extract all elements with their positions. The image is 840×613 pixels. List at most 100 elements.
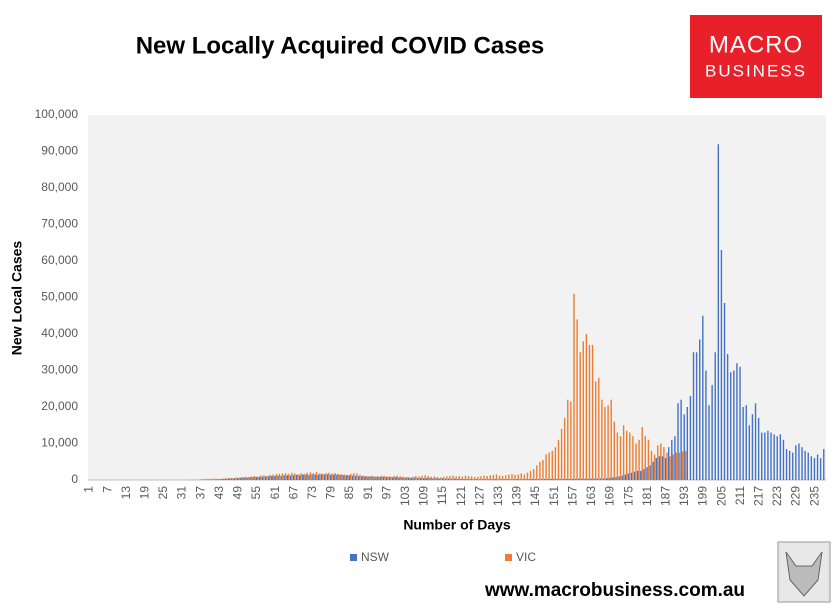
legend-label: NSW xyxy=(361,550,390,564)
bar xyxy=(542,459,544,480)
bar xyxy=(492,474,495,480)
bar xyxy=(711,385,713,480)
x-tick-label: 43 xyxy=(212,486,226,500)
bar xyxy=(232,477,234,480)
bar xyxy=(289,475,292,480)
bar xyxy=(520,473,522,480)
bar xyxy=(684,450,687,480)
bar xyxy=(340,474,343,480)
bar xyxy=(401,477,403,480)
bar xyxy=(475,479,478,480)
bar xyxy=(215,479,217,480)
bar xyxy=(681,451,684,480)
bar xyxy=(305,474,307,480)
bar xyxy=(346,474,349,480)
bar xyxy=(739,366,741,480)
bar xyxy=(619,436,622,480)
bar xyxy=(224,478,226,480)
bar xyxy=(525,479,527,480)
bar xyxy=(702,315,704,480)
bar xyxy=(283,475,285,480)
bar xyxy=(438,478,440,480)
logo-text: MACRO xyxy=(709,31,803,58)
legend-label: VIC xyxy=(516,550,536,564)
bar xyxy=(261,476,264,480)
bar xyxy=(449,475,451,480)
bar xyxy=(562,478,564,480)
bar xyxy=(277,475,279,480)
bar xyxy=(302,474,304,480)
bar xyxy=(253,475,256,480)
bar xyxy=(460,478,462,480)
bar xyxy=(225,478,228,480)
x-tick-label: 1 xyxy=(82,486,96,493)
bar xyxy=(624,474,626,480)
y-tick-label: 20,000 xyxy=(41,399,78,413)
bar xyxy=(258,476,261,480)
bar xyxy=(663,447,665,480)
chart-title: New Locally Acquired COVID Cases xyxy=(136,32,545,59)
bar xyxy=(387,476,389,480)
bar xyxy=(424,475,426,480)
x-tick-label: 217 xyxy=(752,486,766,506)
bar xyxy=(587,478,589,480)
bar xyxy=(764,432,766,480)
bar xyxy=(514,474,516,480)
x-tick-label: 139 xyxy=(510,486,524,506)
bar xyxy=(337,473,340,480)
y-tick-label: 40,000 xyxy=(41,326,78,340)
bar xyxy=(306,472,309,480)
bar xyxy=(412,476,414,480)
bar xyxy=(413,477,416,480)
bar xyxy=(213,478,215,480)
bar xyxy=(323,474,326,480)
bar xyxy=(708,405,710,480)
bar xyxy=(584,478,586,480)
bar xyxy=(314,474,316,480)
bar xyxy=(630,472,633,480)
bar xyxy=(275,474,277,480)
bar xyxy=(368,476,371,480)
bar xyxy=(537,478,540,480)
bar xyxy=(336,474,338,480)
bar xyxy=(309,472,312,480)
bar xyxy=(501,475,504,480)
bar xyxy=(486,475,488,480)
bar xyxy=(816,454,819,480)
bar xyxy=(605,478,608,480)
x-tick-label: 109 xyxy=(417,486,431,506)
bar xyxy=(274,475,276,480)
bar xyxy=(281,473,284,480)
bar xyxy=(326,474,329,480)
bar xyxy=(635,443,637,480)
bar xyxy=(601,399,603,480)
bar xyxy=(483,475,485,480)
bar xyxy=(757,417,760,480)
bar xyxy=(362,475,364,480)
bar xyxy=(498,475,501,480)
bar xyxy=(695,352,698,480)
bar xyxy=(436,477,439,480)
bar xyxy=(299,475,301,480)
x-tick-label: 163 xyxy=(584,486,598,506)
bar xyxy=(714,352,716,480)
bar xyxy=(801,447,803,480)
bar xyxy=(243,477,245,480)
bar xyxy=(374,476,377,480)
bar xyxy=(381,475,383,480)
bar xyxy=(652,461,654,480)
x-tick-label: 229 xyxy=(789,486,803,506)
bar xyxy=(616,432,619,480)
bar xyxy=(388,476,391,480)
bar xyxy=(294,473,296,480)
bar xyxy=(464,475,467,480)
bar xyxy=(609,477,611,480)
bar xyxy=(421,475,423,480)
bar xyxy=(404,477,406,480)
bar xyxy=(599,478,602,480)
x-tick-label: 37 xyxy=(193,486,207,500)
bar xyxy=(221,478,223,480)
bar xyxy=(644,436,646,480)
x-tick-label: 157 xyxy=(565,486,579,506)
bar xyxy=(489,475,491,480)
